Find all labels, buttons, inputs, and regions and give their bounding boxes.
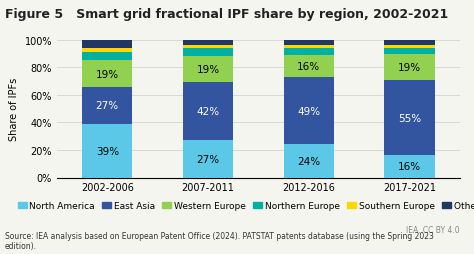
Text: 55%: 55% (398, 113, 421, 123)
Bar (384, 156, 435, 178)
Text: 49%: 49% (297, 106, 320, 116)
Text: 27%: 27% (96, 101, 119, 111)
Text: Figure 5   Smart grid fractional IPF share by region, 2002-2021: Figure 5 Smart grid fractional IPF share… (5, 8, 448, 21)
Text: 16%: 16% (297, 62, 320, 72)
Legend: North America, East Asia, Western Europe, Northern Europe, Southern Europe, Othe: North America, East Asia, Western Europe… (14, 198, 474, 214)
Bar (384, 41, 435, 46)
Y-axis label: Share of IPFs: Share of IPFs (9, 78, 19, 141)
Text: 27%: 27% (196, 154, 219, 164)
Bar (384, 54, 435, 81)
Bar (283, 46, 334, 49)
Bar (82, 53, 132, 61)
Text: IEA. CC BY 4.0: IEA. CC BY 4.0 (406, 225, 460, 234)
Text: 19%: 19% (196, 65, 219, 75)
Bar (183, 41, 233, 46)
Bar (283, 145, 334, 178)
Bar (82, 87, 132, 124)
Bar (283, 56, 334, 78)
Bar (384, 49, 435, 54)
Text: 39%: 39% (96, 146, 119, 156)
Bar (183, 49, 233, 57)
Bar (384, 81, 435, 156)
Bar (183, 141, 233, 178)
Bar (82, 49, 132, 53)
Text: 24%: 24% (297, 156, 320, 166)
Text: 16%: 16% (398, 162, 421, 172)
Bar (183, 46, 233, 49)
Bar (283, 49, 334, 56)
Text: Source: IEA analysis based on European Patent Office (2024). PATSTAT patents dat: Source: IEA analysis based on European P… (5, 231, 434, 250)
Bar (82, 124, 132, 178)
Bar (283, 41, 334, 46)
Bar (283, 78, 334, 145)
Text: 19%: 19% (96, 69, 119, 79)
Bar (82, 41, 132, 49)
Text: 19%: 19% (398, 62, 421, 72)
Bar (82, 61, 132, 87)
Bar (183, 57, 233, 83)
Bar (384, 46, 435, 49)
Bar (183, 83, 233, 141)
Text: 42%: 42% (196, 107, 219, 117)
